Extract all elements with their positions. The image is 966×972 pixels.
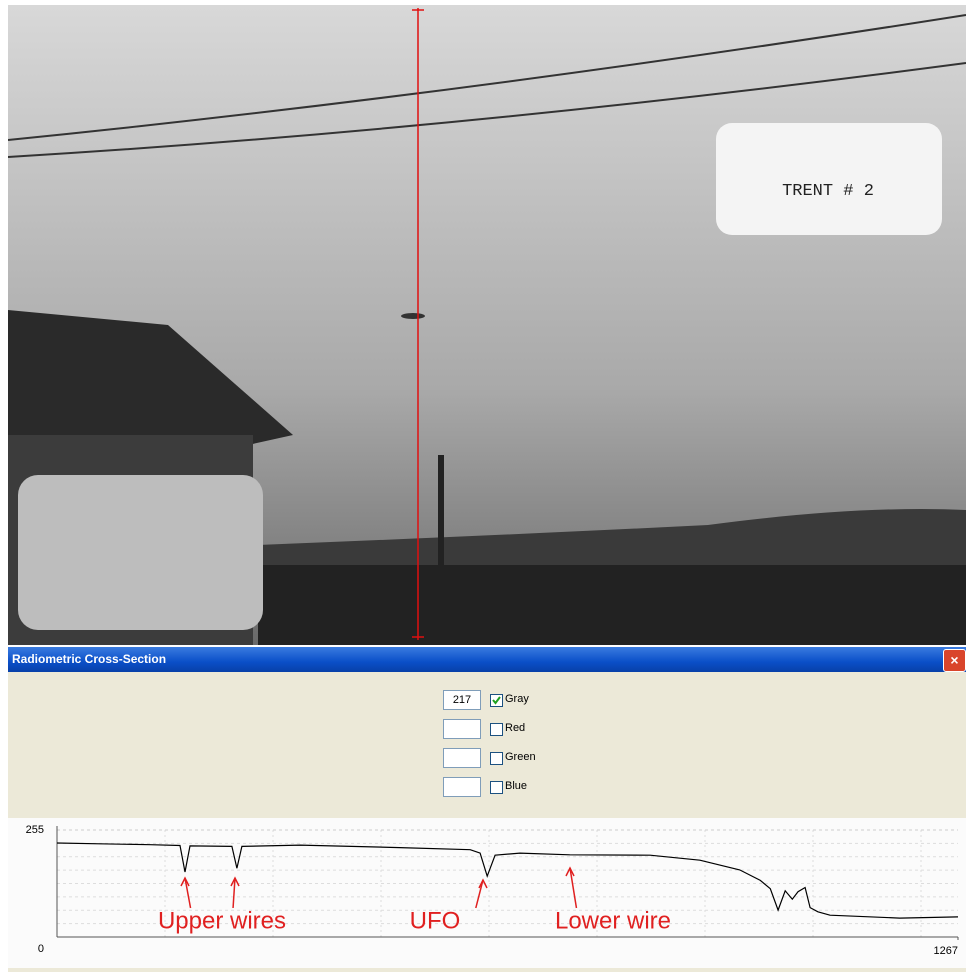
annotation: UFO: [410, 907, 461, 934]
check-mark: [492, 696, 501, 705]
value-field[interactable]: [443, 777, 481, 797]
checkbox[interactable]: [490, 781, 503, 794]
annotation-arrowhead: [180, 876, 190, 887]
y-tick-label: 0: [38, 943, 44, 955]
annotation-arrowhead: [478, 878, 488, 889]
value-field[interactable]: [443, 719, 481, 739]
channel-label: Blue: [505, 780, 528, 792]
profile-line: [56, 842, 959, 919]
annotation: Upper wires: [158, 907, 286, 934]
y-tick-label: 255: [26, 824, 44, 836]
photo-label: TRENT # 2: [782, 182, 874, 201]
chart: 0 255 1267 Upper wires UFO Lower wire: [8, 818, 966, 968]
x-tick-label: 1267: [934, 945, 958, 957]
annotation-arrowhead: [230, 876, 240, 887]
checkbox[interactable]: [490, 723, 503, 736]
value-field[interactable]: 217: [443, 690, 481, 710]
annotation-arrow: [184, 877, 192, 909]
annotation: Lower wire: [555, 907, 671, 934]
value-field[interactable]: [443, 748, 481, 768]
channel-label: Green: [505, 751, 536, 763]
close-button[interactable]: ×: [943, 649, 966, 672]
annotation-arrowhead: [565, 866, 575, 877]
checkbox[interactable]: [490, 694, 503, 707]
annotation-arrow: [569, 867, 578, 909]
checkbox[interactable]: [490, 752, 503, 765]
channel-label: Gray: [505, 693, 529, 705]
photo: TRENT # 2: [8, 5, 966, 645]
annotation-arrow: [232, 877, 236, 909]
chart-panel: [8, 818, 966, 968]
dialog-title: Radiometric Cross-Section: [12, 652, 167, 666]
dialog-title-bar: Radiometric Cross-Section ×: [8, 647, 966, 672]
channel-label: Red: [505, 722, 526, 734]
annotation-arrow: [475, 879, 484, 909]
